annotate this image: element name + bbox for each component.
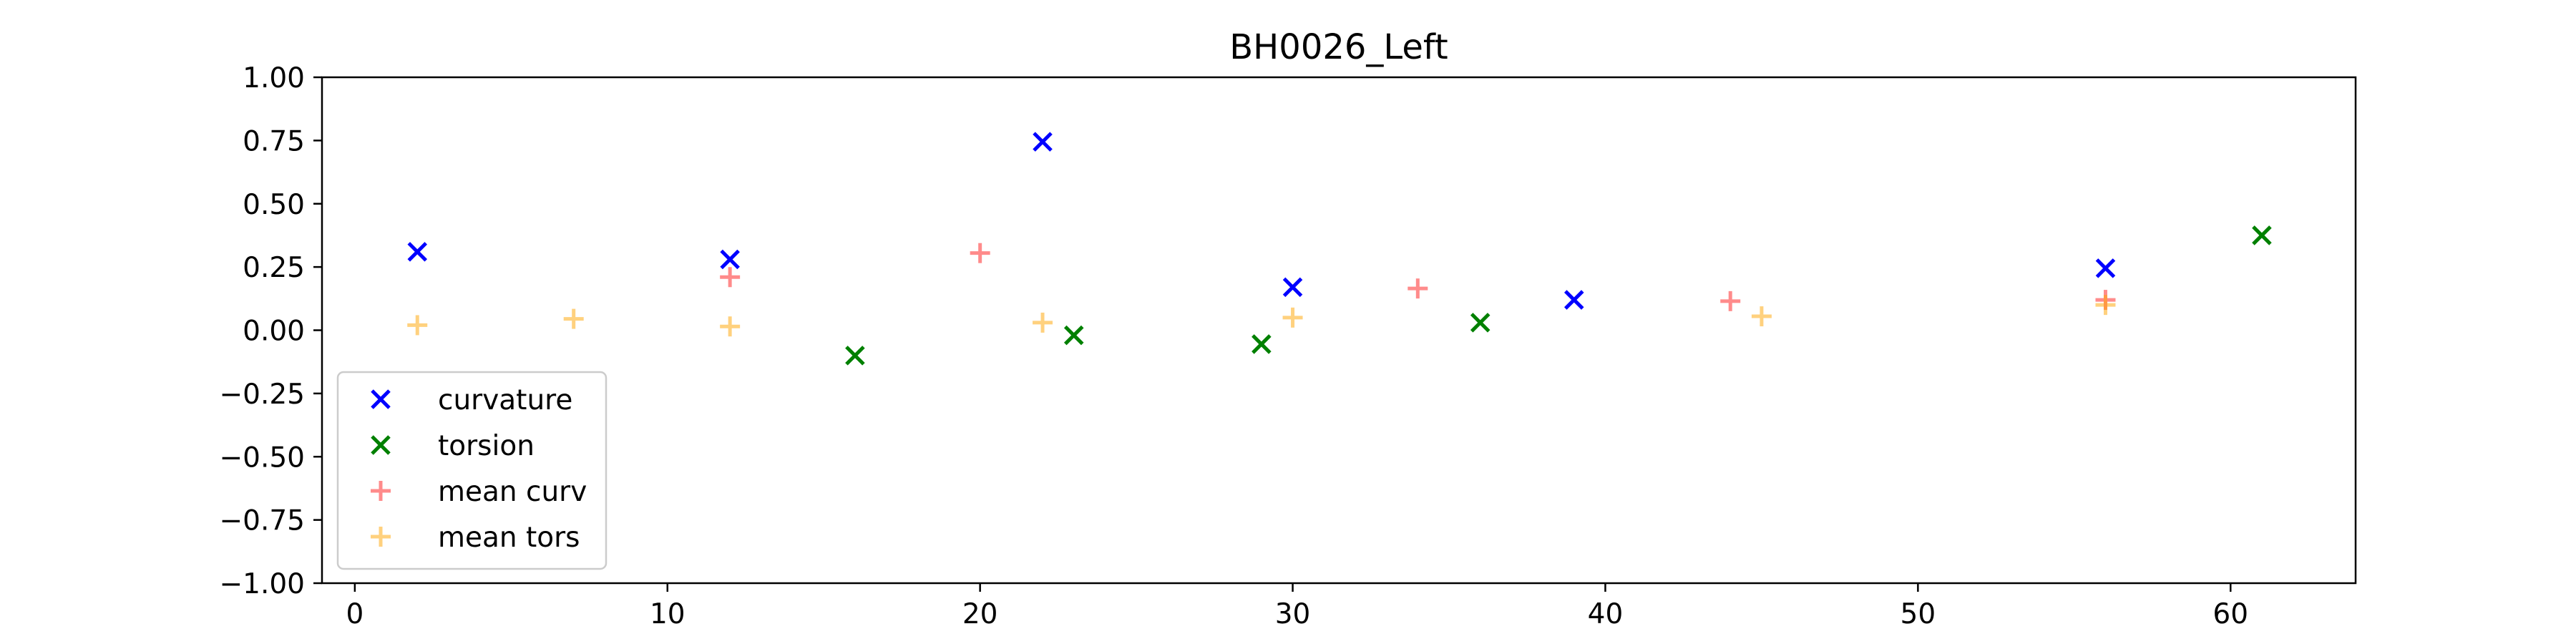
y-tick-label: 1.00 <box>243 62 305 94</box>
data-point <box>970 243 990 263</box>
x-tick-label: 50 <box>1901 598 1936 630</box>
legend-item: mean tors <box>371 522 580 554</box>
data-point <box>720 267 741 288</box>
data-point <box>1470 313 1491 333</box>
legend-label: mean curv <box>438 476 587 508</box>
legend-marker <box>371 389 391 409</box>
y-tick-label: −0.75 <box>219 505 305 537</box>
plot-area-points <box>407 132 2272 366</box>
legend-label: torsion <box>438 430 535 462</box>
legend-label: mean tors <box>438 522 580 554</box>
series-curvature <box>407 132 2116 310</box>
y-tick-label: −0.25 <box>219 379 305 411</box>
data-point <box>845 346 865 366</box>
data-point <box>720 316 741 337</box>
data-point <box>407 315 428 336</box>
x-tick-label: 30 <box>1275 598 1311 630</box>
x-tick-label: 10 <box>650 598 686 630</box>
legend-marker <box>371 527 391 547</box>
data-point <box>1720 291 1741 311</box>
chart-title: BH0026_Left <box>1229 27 1448 67</box>
data-point <box>1033 132 1053 152</box>
data-point <box>720 249 740 270</box>
y-axis-ticks: −1.00 −0.75 −0.50 −0.25 0.00 0.25 0.50 0.75 1.00 <box>219 62 322 600</box>
x-axis-ticks: 0 10 20 30 40 50 60 <box>346 583 2248 630</box>
data-point <box>1282 307 1303 328</box>
series-mean-curv <box>720 243 2116 311</box>
data-point <box>1563 290 1584 310</box>
data-point <box>1252 334 1272 354</box>
data-point <box>1282 277 1303 298</box>
y-tick-label: 0.50 <box>243 189 305 221</box>
x-tick-label: 0 <box>346 598 364 630</box>
x-tick-label: 60 <box>2212 598 2248 630</box>
data-point <box>407 242 428 262</box>
y-tick-label: 0.00 <box>243 316 305 348</box>
legend: curvature torsion mean curv mean tors <box>336 371 608 570</box>
y-tick-label: 0.25 <box>243 252 305 284</box>
data-point <box>2095 295 2116 316</box>
y-tick-label: −1.00 <box>219 568 305 600</box>
legend-marker <box>371 481 391 501</box>
data-point <box>1407 278 1428 299</box>
data-point <box>2095 258 2116 278</box>
data-point <box>1063 325 1084 346</box>
data-point <box>2252 225 2272 245</box>
series-mean-tors <box>407 295 2116 337</box>
y-tick-label: −0.50 <box>219 441 305 474</box>
data-point <box>1751 306 1772 327</box>
y-tick-label: 0.75 <box>243 125 305 157</box>
legend-item: torsion <box>371 430 535 462</box>
series-torsion <box>845 225 2272 366</box>
x-tick-label: 40 <box>1588 598 1624 630</box>
legend-item: mean curv <box>371 476 587 508</box>
legend-label: curvature <box>438 384 572 416</box>
data-point <box>1033 312 1053 333</box>
plot-frame <box>321 76 2357 585</box>
legend-marker <box>371 435 391 455</box>
data-point <box>563 308 584 329</box>
x-tick-label: 20 <box>962 598 998 630</box>
legend-item: curvature <box>371 384 572 416</box>
legend-box <box>336 371 608 570</box>
